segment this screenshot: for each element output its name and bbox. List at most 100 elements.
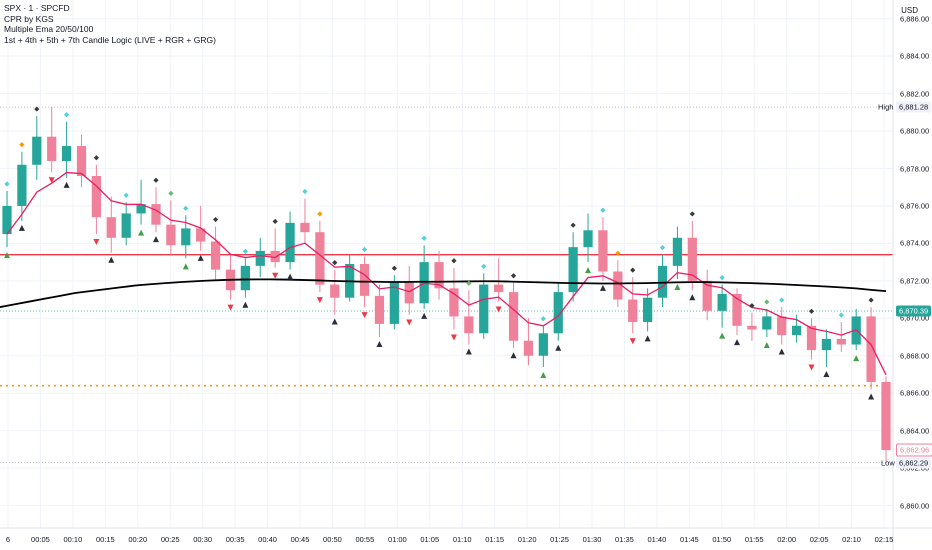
- x-tick-label: 00:25: [160, 535, 180, 544]
- triangle-dark-marker: [197, 254, 204, 261]
- y-tick-label: 6,870.00: [900, 313, 930, 323]
- candle-body: [479, 284, 489, 334]
- indicator-cpr[interactable]: CPR by KGS: [4, 13, 54, 24]
- candle-body: [464, 316, 474, 334]
- indicator-ema[interactable]: Multiple Ema 20/50/100: [4, 24, 94, 35]
- diamond-marker: [421, 235, 427, 241]
- chart-legend: SPX · 1 · SPCFD CPR by KGS Multiple Ema …: [4, 3, 216, 45]
- triangle-down-marker: [361, 312, 368, 319]
- triangle-dark-marker: [108, 256, 115, 263]
- x-tick-label: 00:10: [63, 535, 83, 544]
- ema-fast-line: [6, 171, 887, 376]
- candle-body: [61, 146, 72, 162]
- y-tick-label: 6,882.00: [900, 89, 930, 99]
- candle-body: [389, 282, 399, 324]
- y-tick-label: 6,884.00: [900, 51, 930, 61]
- candle-body: [17, 164, 27, 206]
- x-tick-label: 01:25: [550, 535, 569, 544]
- diamond-marker: [212, 216, 219, 223]
- x-tick-label: 01:20: [517, 535, 537, 544]
- diamond-marker: [540, 316, 546, 322]
- candle-body: [702, 280, 712, 311]
- x-tick-label: 01:55: [744, 535, 764, 544]
- triangle-up-marker: [182, 263, 189, 270]
- candle-body: [240, 265, 250, 291]
- candle-body: [255, 250, 265, 266]
- candle-body: [568, 247, 578, 293]
- diamond-marker: [317, 211, 323, 217]
- y-tick-label: 6,874.00: [900, 238, 930, 248]
- candle-body: [210, 241, 221, 270]
- candle-body: [583, 230, 593, 248]
- indicator-candle-logic[interactable]: 1st + 4th + 5th + 7th Candle Logic (LIVE…: [4, 34, 216, 45]
- candle-body: [821, 338, 832, 351]
- y-tick-label: 6,876.00: [900, 201, 930, 211]
- candle-body: [613, 271, 623, 300]
- triangle-dark-marker: [331, 318, 338, 325]
- candle-body: [136, 204, 146, 214]
- x-tick-label: 00:40: [258, 535, 277, 544]
- diamond-marker: [808, 308, 815, 314]
- x-tick-label: 00:15: [95, 535, 115, 544]
- diamond-marker: [168, 190, 174, 196]
- triangle-up-marker: [540, 371, 547, 378]
- diamond-marker: [838, 312, 844, 318]
- diamond-marker: [391, 265, 397, 271]
- diamond-marker: [451, 258, 457, 264]
- triangle-dark-marker: [152, 236, 159, 243]
- candle-body: [47, 136, 57, 162]
- symbol-title[interactable]: SPX · 1 · SPCFD: [4, 3, 70, 13]
- diamond-marker: [570, 222, 576, 228]
- x-tick-label: 00:30: [193, 535, 213, 544]
- diamond-marker: [361, 246, 368, 253]
- triangle-down-marker: [406, 319, 413, 326]
- candle-body: [166, 224, 176, 246]
- triangle-dark-marker: [868, 393, 875, 400]
- triangle-down-marker: [808, 364, 815, 371]
- y-tick-label: 6,864.00: [900, 426, 930, 436]
- low-label: Low: [881, 458, 895, 468]
- candle-body: [717, 293, 727, 311]
- triangle-dark-marker: [555, 344, 562, 351]
- diamond-marker: [272, 218, 278, 225]
- triangle-dark-marker: [376, 341, 383, 348]
- triangle-up-marker: [138, 229, 145, 236]
- triangle-down-marker: [316, 297, 323, 304]
- current-price-tag: 6,870.39: [896, 305, 932, 317]
- diamond-marker: [123, 192, 129, 198]
- diamond-marker: [779, 297, 785, 303]
- triangle-dark-marker: [242, 301, 249, 308]
- candle-body: [32, 136, 42, 165]
- diamond-marker: [749, 303, 755, 309]
- x-tick-label: 01:10: [452, 535, 472, 544]
- triangle-dark-marker: [778, 348, 785, 355]
- candle-body: [553, 292, 563, 334]
- currency-label[interactable]: USD: [901, 6, 918, 15]
- candle-body: [76, 146, 87, 176]
- x-tick-label: 6: [5, 535, 11, 544]
- triangle-dark-marker: [823, 370, 830, 377]
- candle-body: [285, 222, 295, 263]
- triangle-dark-marker: [689, 294, 696, 301]
- candle-body: [404, 282, 414, 304]
- x-tick-label: 01:30: [582, 535, 602, 544]
- diamond-marker: [689, 211, 695, 217]
- diamond-marker: [332, 260, 338, 266]
- candle-body: [270, 250, 280, 263]
- candle-body: [732, 293, 742, 326]
- diamond-marker: [93, 155, 99, 161]
- x-tick-label: 01:40: [647, 535, 667, 544]
- candle-body: [106, 217, 116, 238]
- diamond-marker: [600, 207, 606, 213]
- triangle-dark-marker: [510, 352, 517, 359]
- triangle-dark-marker: [465, 348, 472, 355]
- candle-body: [523, 340, 534, 356]
- diamond-marker: [615, 250, 621, 256]
- diamond-marker: [466, 280, 472, 286]
- x-tick-label: 00:20: [128, 535, 148, 544]
- candle-body: [806, 325, 817, 351]
- y-tick-label: 6,868.00: [900, 351, 930, 361]
- candle-body: [181, 228, 191, 246]
